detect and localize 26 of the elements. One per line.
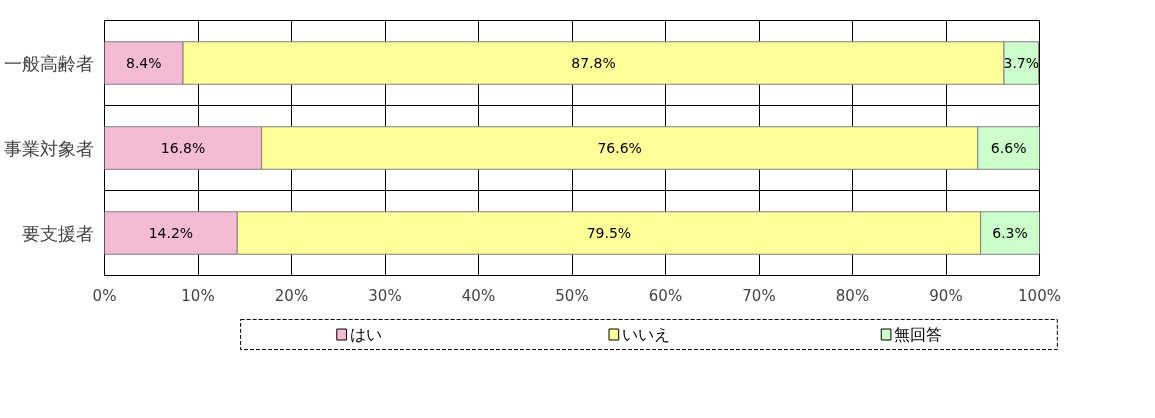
data-label: 14.2% <box>148 225 194 241</box>
data-label: 8.4% <box>125 55 162 71</box>
data-label: 76.6% <box>597 140 642 156</box>
legend-label: いいえ <box>621 325 670 344</box>
data-label: 3.7% <box>1003 55 1040 71</box>
x-tick-label: 90% <box>929 286 963 305</box>
y-tick-label: 要支援者 <box>21 222 94 244</box>
x-tick-label: 80% <box>835 286 870 305</box>
x-tick-label: 50% <box>555 286 589 305</box>
x-tick-label: 60% <box>648 286 683 305</box>
y-tick-label: 一般高齢者 <box>3 52 94 74</box>
x-tick-label: 100% <box>1018 286 1061 305</box>
x-tick-label: 40% <box>461 286 496 305</box>
data-label: 87.8% <box>571 55 616 71</box>
x-tick-label: 0% <box>92 286 117 305</box>
x-tick-label: 70% <box>742 286 776 305</box>
x-tick-label: 10% <box>181 286 215 305</box>
x-tick-label: 20% <box>274 286 309 305</box>
x-tick-label: 30% <box>368 286 402 305</box>
y-tick-label: 事業対象者 <box>3 137 94 159</box>
legend-label: はい <box>349 325 382 344</box>
data-label: 6.6% <box>990 140 1027 156</box>
data-label: 6.3% <box>992 225 1028 241</box>
data-label: 79.5% <box>586 225 632 241</box>
legend-label: 無回答 <box>893 325 942 344</box>
data-label: 16.8% <box>160 140 206 156</box>
